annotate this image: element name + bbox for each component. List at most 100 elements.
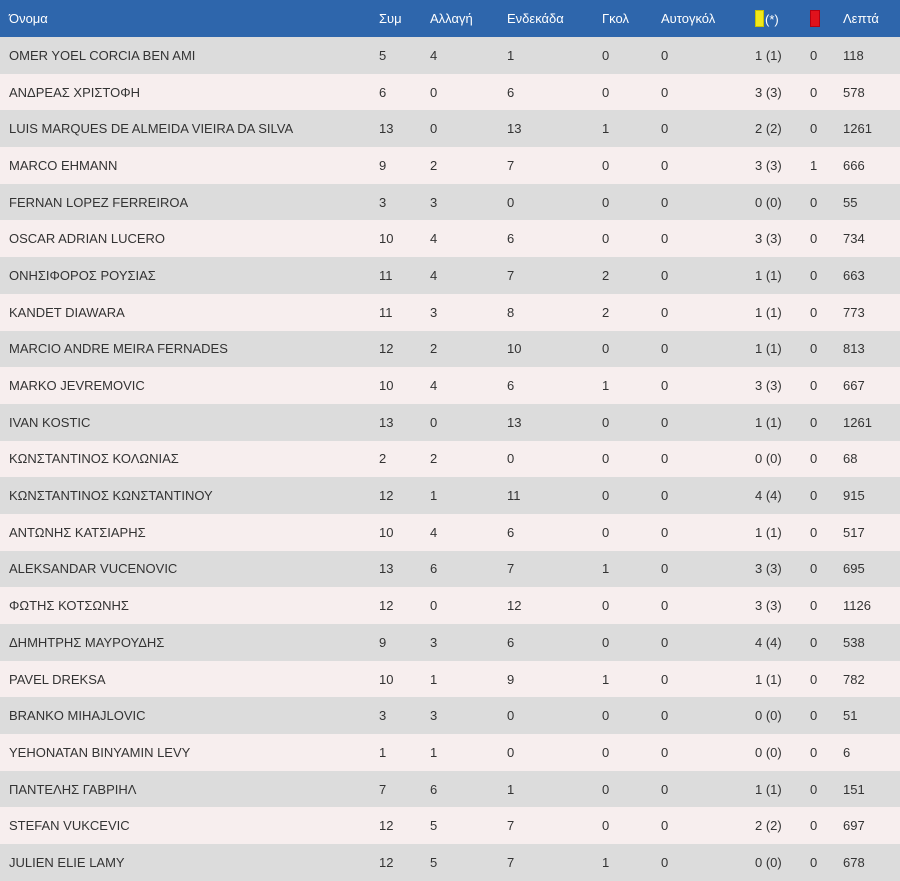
apps-cell: 9 — [379, 634, 387, 650]
own-goals-cell: 0 — [661, 304, 669, 320]
subs-cell: 1 — [430, 744, 438, 760]
col-header-subs[interactable]: Αλλαγή — [430, 11, 473, 26]
own-goals-cell: 0 — [661, 708, 669, 724]
own-goals-cell: 0 — [661, 524, 669, 540]
subs-cell: 6 — [430, 561, 438, 577]
red-cards-cell: 0 — [810, 598, 818, 614]
player-name-cell[interactable]: IVAN KOSTIC — [9, 414, 91, 430]
red-cards-cell: 0 — [810, 634, 818, 650]
table-row: ΠΑΝΤΕΛΗΣ ΓΑΒΡΙΗΛ 7 6 1 0 0 1 (1) 0 151 — [0, 770, 900, 808]
goals-cell: 1 — [602, 671, 610, 687]
starts-cell: 7 — [507, 818, 515, 834]
player-name-cell[interactable]: LUIS MARQUES DE ALMEIDA VIEIRA DA SILVA — [9, 121, 294, 137]
subs-cell: 2 — [430, 451, 438, 467]
yellow-cards-cell: 0 (0) — [755, 708, 782, 724]
subs-cell: 1 — [430, 671, 438, 687]
player-name-cell[interactable]: ALEKSANDAR VUCENOVIC — [9, 561, 178, 577]
apps-cell: 7 — [379, 781, 387, 797]
starts-cell: 6 — [507, 231, 515, 247]
goals-cell: 0 — [602, 488, 610, 504]
starts-cell: 6 — [507, 524, 515, 540]
player-name-cell[interactable]: ΚΩΝΣΤΑΝΤΙΝΟΣ ΚΩΝΣΤΑΝΤΙΝΟΥ — [9, 488, 213, 504]
red-cards-cell: 0 — [810, 267, 818, 283]
starts-cell: 10 — [507, 341, 522, 357]
starts-cell: 7 — [507, 854, 515, 870]
player-name-cell[interactable]: PAVEL DREKSA — [9, 671, 106, 687]
player-name-cell[interactable]: OSCAR ADRIAN LUCERO — [9, 231, 166, 247]
player-name-cell[interactable]: ΔΗΜΗΤΡΗΣ ΜΑΥΡΟΥΔΗΣ — [9, 634, 165, 650]
player-name-cell[interactable]: MARKO JEVREMOVIC — [9, 378, 145, 394]
player-name-cell[interactable]: FERNAN LOPEZ FERREIROA — [9, 194, 189, 210]
starts-cell: 6 — [507, 378, 515, 394]
subs-cell: 4 — [430, 378, 438, 394]
yellow-cards-cell: 1 (1) — [755, 267, 782, 283]
player-name-cell[interactable]: MARCO EHMANN — [9, 157, 118, 173]
red-card-icon — [810, 10, 820, 27]
table-row: OMER YOEL CORCIA BEN AMI 5 4 1 0 0 1 (1) 0 118 — [0, 37, 900, 74]
table-row: ΑΝΤΩΝΗΣ ΚΑΤΣΙΑΡΗΣ 10 4 6 0 0 1 (1) 0 517 — [0, 513, 900, 551]
apps-cell: 12 — [379, 341, 394, 357]
player-name-cell[interactable]: BRANKO MIHAJLOVIC — [9, 708, 146, 724]
own-goals-cell: 0 — [661, 157, 669, 173]
col-header-yellow-cards[interactable]: (*) — [755, 0, 810, 37]
own-goals-cell: 0 — [661, 194, 669, 210]
player-name-cell[interactable]: STEFAN VUKCEVIC — [9, 818, 130, 834]
col-header-starts[interactable]: Ενδεκάδα — [507, 11, 564, 26]
player-name-cell[interactable]: JULIEN ELIE LAMY — [9, 854, 125, 870]
table-row: BRANKO MIHAJLOVIC 3 3 0 0 0 0 (0) 0 51 — [0, 697, 900, 735]
apps-cell: 9 — [379, 157, 387, 173]
red-cards-cell: 0 — [810, 231, 818, 247]
player-name-cell[interactable]: MARCIO ANDRE MEIRA FERNADES — [9, 341, 228, 357]
player-name-cell[interactable]: ΠΑΝΤΕΛΗΣ ΓΑΒΡΙΗΛ — [9, 781, 137, 797]
goals-cell: 2 — [602, 267, 610, 283]
red-cards-cell: 1 — [810, 157, 818, 173]
minutes-cell: 517 — [843, 524, 865, 540]
yellow-cards-cell: 1 (1) — [755, 304, 782, 320]
own-goals-cell: 0 — [661, 598, 669, 614]
own-goals-cell: 0 — [661, 744, 669, 760]
col-header-goals[interactable]: Γκολ — [602, 11, 629, 26]
yellow-cards-cell: 2 (2) — [755, 121, 782, 137]
minutes-cell: 813 — [843, 341, 865, 357]
col-header-apps[interactable]: Συμ — [379, 11, 402, 26]
player-name-cell[interactable]: ΑΝΤΩΝΗΣ ΚΑΤΣΙΑΡΗΣ — [9, 524, 146, 540]
minutes-cell: 782 — [843, 671, 865, 687]
player-name-cell[interactable]: ΑΝΔΡΕΑΣ ΧΡΙΣΤΟΦΗ — [9, 84, 140, 100]
yellow-cards-cell: 3 (3) — [755, 84, 782, 100]
goals-cell: 0 — [602, 524, 610, 540]
table-row: PAVEL DREKSA 10 1 9 1 0 1 (1) 0 782 — [0, 660, 900, 698]
player-name-cell[interactable]: KANDET DIAWARA — [9, 304, 125, 320]
col-header-minutes[interactable]: Λεπτά — [843, 11, 879, 26]
apps-cell: 13 — [379, 561, 394, 577]
yellow-cards-cell: 1 (1) — [755, 414, 782, 430]
goals-cell: 0 — [602, 744, 610, 760]
starts-cell: 6 — [507, 84, 515, 100]
player-name-cell[interactable]: ΟΝΗΣΙΦΟΡΟΣ ΡΟΥΣΙΑΣ — [9, 267, 156, 283]
header-row: Όνομα Συμ Αλλαγή Ενδεκάδα Γκολ Αυτογκόλ … — [0, 0, 900, 37]
yellow-cards-cell: 3 (3) — [755, 561, 782, 577]
player-name-cell[interactable]: YEHONATAN BINYAMIN LEVY — [9, 744, 191, 760]
subs-cell: 4 — [430, 267, 438, 283]
player-name-cell[interactable]: ΦΩΤΗΣ ΚΟΤΣΩΝΗΣ — [9, 598, 129, 614]
red-cards-cell: 0 — [810, 304, 818, 320]
player-name-cell[interactable]: OMER YOEL CORCIA BEN AMI — [9, 47, 196, 63]
goals-cell: 0 — [602, 708, 610, 724]
yellow-cards-cell: 3 (3) — [755, 378, 782, 394]
apps-cell: 13 — [379, 121, 394, 137]
goals-cell: 0 — [602, 818, 610, 834]
own-goals-cell: 0 — [661, 378, 669, 394]
apps-cell: 3 — [379, 708, 387, 724]
minutes-cell: 578 — [843, 84, 865, 100]
own-goals-cell: 0 — [661, 818, 669, 834]
red-cards-cell: 0 — [810, 488, 818, 504]
red-cards-cell: 0 — [810, 451, 818, 467]
apps-cell: 13 — [379, 414, 394, 430]
col-header-red-cards[interactable] — [810, 0, 843, 37]
red-cards-cell: 0 — [810, 744, 818, 760]
goals-cell: 0 — [602, 157, 610, 173]
table-row: LUIS MARQUES DE ALMEIDA VIEIRA DA SILVA 1… — [0, 110, 900, 148]
col-header-own-goals[interactable]: Αυτογκόλ — [661, 11, 716, 26]
col-header-name[interactable]: Όνομα — [9, 11, 48, 26]
subs-cell: 3 — [430, 708, 438, 724]
player-name-cell[interactable]: ΚΩΝΣΤΑΝΤΙΝΟΣ ΚΟΛΩΝΙΑΣ — [9, 451, 179, 467]
